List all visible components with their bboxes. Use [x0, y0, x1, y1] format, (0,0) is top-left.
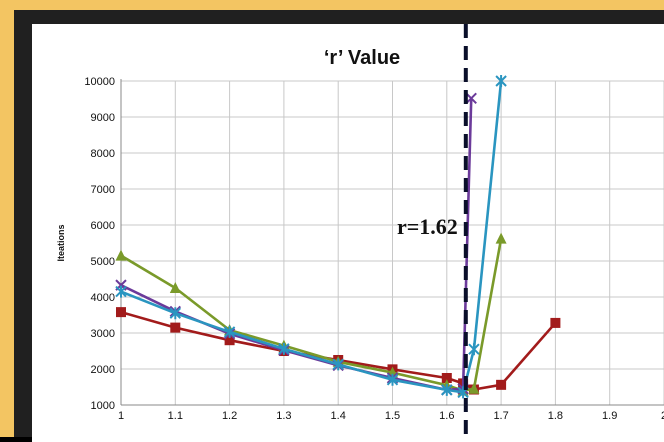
data-point — [468, 382, 480, 394]
data-point — [496, 379, 507, 390]
data-point — [170, 322, 181, 333]
data-point — [223, 325, 236, 338]
data-point — [441, 383, 453, 396]
y-axis-label: Iteations — [56, 224, 66, 261]
x-tick-label: 1.4 — [331, 410, 346, 422]
x-tick-label: 1.2 — [222, 410, 237, 422]
data-point — [278, 342, 290, 355]
series-4 — [115, 75, 507, 399]
data-point — [169, 307, 182, 320]
data-point — [116, 307, 126, 318]
series-line — [120, 238, 503, 392]
y-tick-label: 1000 — [91, 400, 115, 412]
axes — [120, 79, 664, 406]
data-point — [115, 249, 127, 261]
chart-panel: 1000 2000 3000 4000 5000 6000 7000 8000 9000 1000… — [14, 10, 664, 442]
data-point — [550, 317, 561, 328]
y-tick-label: 10000 — [84, 76, 115, 88]
series-group — [115, 75, 561, 399]
data-point — [495, 232, 507, 244]
y-tick-label: 7000 — [91, 184, 115, 196]
x-tick-label: 1.1 — [168, 410, 183, 422]
y-tick-label: 4000 — [91, 292, 115, 304]
data-point — [495, 75, 507, 87]
x-tick-labels: 1 1.1 1.2 1.3 1.4 1.5 1.6 1.7 1.8 1.9 2 — [118, 410, 664, 422]
x-tick-label: 1.6 — [439, 410, 454, 422]
data-point — [115, 285, 127, 298]
y-tick-label: 3000 — [91, 328, 115, 340]
x-tick-label: 1 — [118, 410, 124, 422]
y-tick-label: 5000 — [91, 256, 115, 268]
data-point — [224, 335, 235, 346]
data-point — [386, 373, 399, 386]
data-point — [441, 373, 452, 383]
x-tick-label: 2 — [661, 410, 664, 422]
chart-area: 1000 2000 3000 4000 5000 6000 7000 8000 9000 1000… — [32, 24, 664, 442]
data-point — [169, 282, 181, 293]
series-line — [120, 80, 503, 394]
data-point — [465, 92, 477, 104]
x-tick-label: 1.8 — [548, 410, 563, 422]
x-tick-label: 1.5 — [385, 410, 400, 422]
chart-title: ‘r’ Value — [324, 47, 400, 69]
x-tick-label: 1.9 — [602, 410, 617, 422]
y-tick-label: 8000 — [91, 148, 115, 160]
series-line — [120, 98, 473, 392]
r-annotation: r=1.62 — [397, 214, 458, 239]
y-tick-label: 6000 — [91, 220, 115, 232]
line-chart: 1000 2000 3000 4000 5000 6000 7000 8000 9000 1000… — [56, 24, 664, 442]
y-tick-label: 9000 — [91, 112, 115, 124]
data-point — [332, 358, 344, 371]
grid-lines — [120, 80, 664, 406]
x-tick-label: 1.7 — [493, 410, 508, 422]
y-tick-label: 2000 — [91, 364, 115, 376]
y-tick-labels: 1000 2000 3000 4000 5000 6000 7000 8000 9000 1000… — [84, 76, 115, 412]
x-tick-label: 1.3 — [276, 410, 291, 422]
data-point — [468, 343, 480, 356]
